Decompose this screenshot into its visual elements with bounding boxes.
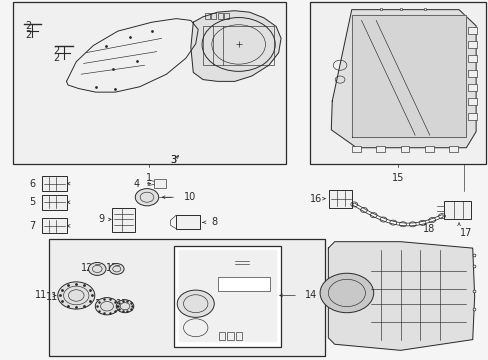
Text: 12: 12: [94, 299, 106, 309]
Circle shape: [320, 273, 373, 313]
Text: 16: 16: [309, 194, 321, 204]
Bar: [112, 208, 135, 232]
Text: 11: 11: [35, 291, 47, 301]
Text: 4: 4: [133, 179, 140, 189]
Bar: [467, 55, 476, 62]
Bar: [424, 146, 433, 152]
Circle shape: [109, 264, 124, 274]
Bar: [219, 332, 225, 339]
Text: 2: 2: [25, 30, 32, 40]
Text: 3: 3: [170, 155, 177, 165]
Bar: [375, 146, 384, 152]
Text: 6: 6: [29, 179, 35, 189]
Text: 8: 8: [211, 217, 217, 227]
Bar: [400, 146, 408, 152]
Bar: [217, 277, 270, 291]
Bar: [13, 3, 285, 164]
Bar: [351, 146, 360, 152]
Text: 1: 1: [146, 173, 152, 183]
Bar: [42, 176, 66, 191]
Text: 9: 9: [98, 215, 104, 224]
Polygon shape: [351, 15, 466, 137]
Circle shape: [95, 298, 119, 315]
Text: 12: 12: [81, 263, 94, 273]
Polygon shape: [178, 250, 276, 341]
Polygon shape: [330, 10, 475, 148]
Text: 3: 3: [170, 155, 177, 165]
Bar: [203, 26, 273, 65]
Circle shape: [116, 300, 134, 313]
Text: 17: 17: [459, 228, 471, 238]
Circle shape: [135, 189, 158, 206]
Text: 7: 7: [29, 221, 36, 231]
Bar: [49, 239, 325, 356]
Circle shape: [183, 319, 207, 337]
Text: 2: 2: [54, 53, 60, 63]
Bar: [154, 179, 166, 188]
Bar: [205, 13, 210, 19]
Bar: [227, 332, 233, 339]
Text: 13: 13: [115, 299, 127, 309]
Bar: [42, 195, 66, 210]
Text: 5: 5: [29, 197, 36, 207]
Bar: [444, 201, 470, 220]
Text: 2: 2: [54, 46, 60, 56]
Text: 18: 18: [422, 225, 434, 234]
Bar: [217, 13, 222, 19]
Text: 2: 2: [25, 21, 32, 31]
Bar: [467, 27, 476, 34]
Bar: [467, 113, 476, 120]
Circle shape: [58, 282, 95, 309]
Text: 10: 10: [183, 192, 195, 202]
Bar: [448, 146, 457, 152]
Polygon shape: [328, 242, 474, 350]
Circle shape: [177, 290, 214, 318]
Circle shape: [224, 34, 253, 55]
Polygon shape: [66, 19, 198, 92]
Bar: [224, 13, 228, 19]
Text: 14: 14: [304, 291, 316, 301]
Bar: [42, 219, 66, 233]
Bar: [328, 190, 351, 208]
Bar: [467, 84, 476, 91]
Bar: [467, 98, 476, 105]
Circle shape: [88, 262, 106, 275]
Polygon shape: [190, 11, 281, 81]
Bar: [467, 41, 476, 48]
Text: 13: 13: [105, 263, 118, 273]
Bar: [176, 215, 199, 229]
Bar: [310, 3, 485, 164]
Text: 11: 11: [46, 292, 58, 302]
Text: 15: 15: [391, 173, 404, 183]
Bar: [173, 246, 281, 347]
Bar: [211, 13, 216, 19]
Bar: [235, 332, 242, 339]
Bar: [467, 69, 476, 77]
